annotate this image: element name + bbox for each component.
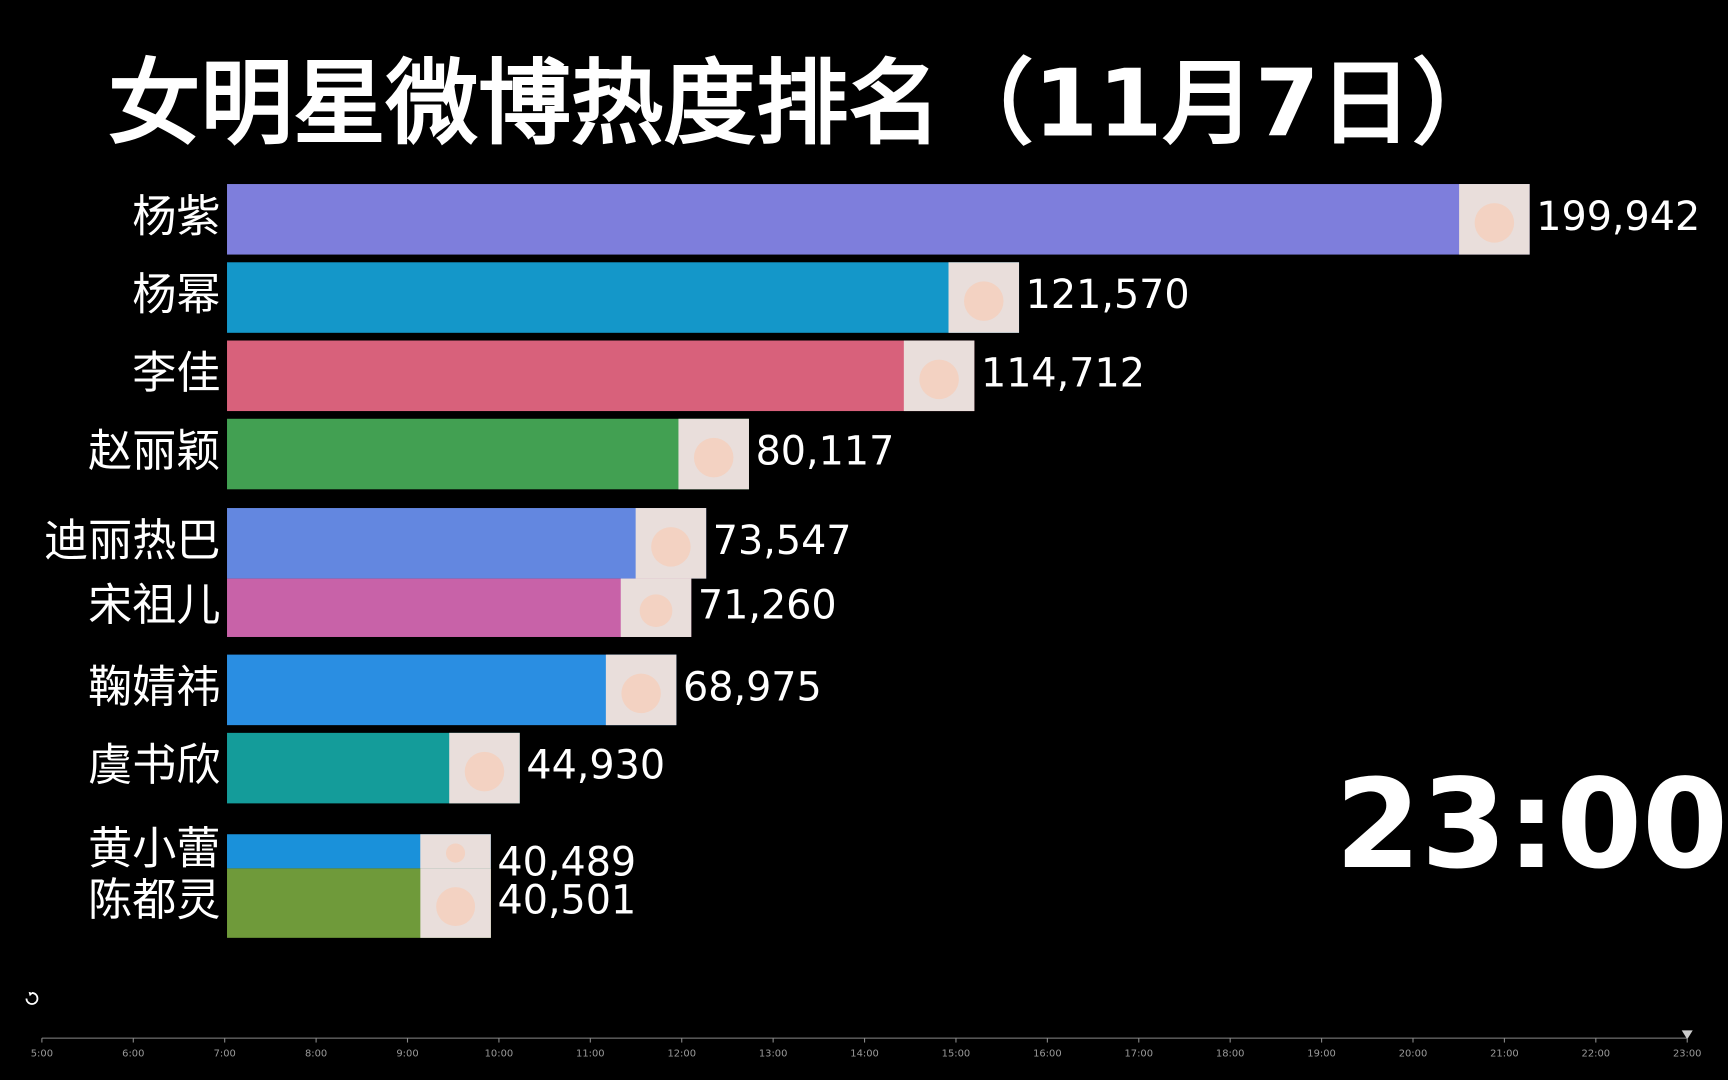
- category-label: 鞠婧祎: [88, 662, 220, 713]
- timeline-tick-label: 11:00: [576, 1049, 605, 1060]
- replay-button[interactable]: [25, 991, 39, 1005]
- category-label: 宋祖儿: [88, 580, 220, 631]
- value-label: 199,942: [1536, 194, 1700, 240]
- timeline-tick-label: 10:00: [485, 1049, 514, 1060]
- timeline-tick-label: 15:00: [942, 1049, 971, 1060]
- timeline-tick-label: 8:00: [305, 1049, 327, 1060]
- timeline-tick-label: 20:00: [1399, 1049, 1428, 1060]
- timeline-tick-label: 18:00: [1216, 1049, 1245, 1060]
- avatar-face: [1474, 203, 1515, 243]
- avatar-face: [464, 751, 505, 792]
- timeline-tick-label: 6:00: [122, 1049, 144, 1060]
- avatar-face: [445, 843, 466, 863]
- timeline-tick-label: 13:00: [759, 1049, 788, 1060]
- value-label: 71,260: [698, 582, 837, 628]
- avatar-face: [639, 594, 673, 628]
- chart-title: 女明星微博热度排名（11月7日）: [108, 50, 1505, 158]
- value-label: 80,117: [756, 429, 895, 475]
- timeline-tick-label: 21:00: [1490, 1049, 1519, 1060]
- value-label: 114,712: [981, 350, 1145, 396]
- category-label: 虞书欣: [88, 740, 220, 791]
- timeline-tick-label: 19:00: [1307, 1049, 1336, 1060]
- avatar-face: [693, 437, 734, 478]
- value-label: 73,547: [713, 518, 852, 564]
- bar: [227, 184, 1530, 255]
- category-label: 迪丽热巴: [44, 515, 220, 566]
- avatar-face: [436, 887, 476, 927]
- value-label: 40,501: [497, 878, 636, 924]
- timeline-tick-label: 16:00: [1033, 1049, 1062, 1060]
- value-label: 121,570: [1026, 272, 1190, 318]
- avatar-face: [651, 527, 691, 567]
- category-label: 杨幂: [132, 270, 220, 321]
- category-label: 杨紫: [132, 191, 220, 242]
- category-label: 黄小蕾: [88, 823, 220, 874]
- bar: [227, 418, 749, 490]
- avatar-face: [919, 359, 959, 400]
- replay-arrow[interactable]: [28, 991, 34, 997]
- current-time: 23:00: [1335, 753, 1728, 897]
- timeline-tick-label: 17:00: [1124, 1049, 1153, 1060]
- category-label: 李佳: [132, 348, 220, 399]
- category-label: 赵丽颖: [88, 426, 220, 477]
- value-label: 44,930: [526, 743, 665, 789]
- avatar-face: [621, 673, 661, 714]
- timeline-tick-label: 23:00: [1673, 1049, 1702, 1060]
- value-label: 40,489: [497, 840, 636, 886]
- bar: [227, 262, 1020, 333]
- bar: [227, 340, 975, 412]
- timeline-tick-label: 5:00: [31, 1049, 53, 1060]
- category-label: 陈都灵: [88, 875, 220, 926]
- bar: [227, 578, 692, 637]
- timeline-tick-label: 14:00: [850, 1049, 879, 1060]
- avatar-face: [964, 281, 1004, 321]
- timeline-tick-label: 22:00: [1582, 1049, 1611, 1060]
- bar: [227, 654, 677, 726]
- timeline-tick-label: 7:00: [214, 1049, 236, 1060]
- timeline-tick-label: 12:00: [667, 1049, 696, 1060]
- timeline-tick-label: 9:00: [396, 1049, 418, 1060]
- timeline-handle[interactable]: [1681, 1030, 1693, 1040]
- value-label: 68,975: [683, 664, 822, 710]
- replay-icon[interactable]: [25, 992, 39, 1005]
- bar: [227, 508, 707, 579]
